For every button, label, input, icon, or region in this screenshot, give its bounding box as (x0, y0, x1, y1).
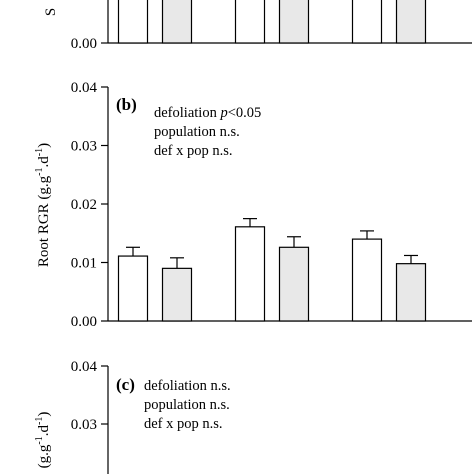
panel-b-ytick-label: 0.01 (71, 256, 97, 272)
panel-c-ytick-label: 0.03 (71, 417, 97, 433)
panel-b-ytick-label: 0.03 (71, 139, 97, 155)
panel-b-bar (278, 246, 310, 322)
panel-c: (g.g-1.d-1) 0.04 0.03 (c) defoliation n.… (34, 359, 231, 474)
panel-a: S 0.00 (43, 0, 472, 52)
panel-a-bar (351, 0, 383, 44)
panel-b-bar (117, 255, 149, 322)
panel-b-letter: (b) (116, 95, 137, 114)
panel-b-bar (351, 238, 383, 322)
panel-b-annotation-population: population n.s. (154, 124, 240, 140)
panel-c-annotation-interaction: def x pop n.s. (144, 416, 223, 432)
panel-b-bar (234, 226, 266, 322)
panel-b-ytick-label: 0.02 (71, 197, 97, 213)
panel-c-annotation-population: population n.s. (144, 397, 230, 413)
panel-c-annotation-defoliation: defoliation n.s. (144, 378, 231, 394)
panel-a-bar (161, 0, 193, 44)
panel-a-ylabel: S (43, 8, 59, 16)
panel-b: Root RGR (g.g-1.d-1) 0.000.010.020.030.0… (34, 80, 472, 330)
panel-b-ylabel: Root RGR (g.g-1.d-1) (34, 143, 52, 267)
panel-a-bar (395, 0, 427, 44)
panel-b-bar (395, 263, 427, 322)
panel-b-annotation-defoliation: defoliation p<0.05 (154, 105, 261, 121)
panel-b-ytick-label: 0.00 (71, 314, 97, 330)
panel-a-bar (234, 0, 266, 44)
panel-c-letter: (c) (116, 375, 135, 394)
panel-a-bar (278, 0, 310, 44)
panel-b-yticks: 0.00 0.01 0.02 0.03 0.04 (71, 80, 108, 330)
panel-b-bars (117, 218, 427, 322)
panel-c-ylabel: (g.g-1.d-1) (34, 412, 52, 469)
panel-b-ytick-label: 0.04 (71, 80, 98, 96)
panel-a-bar (117, 0, 149, 44)
panel-a-ytick-label: 0.00 (71, 36, 97, 52)
panel-b-bar (161, 267, 193, 322)
panel-b-annotation-interaction: def x pop n.s. (154, 143, 233, 159)
panel-c-ytick-label: 0.04 (71, 359, 98, 375)
panel-a-bars (117, 0, 427, 44)
